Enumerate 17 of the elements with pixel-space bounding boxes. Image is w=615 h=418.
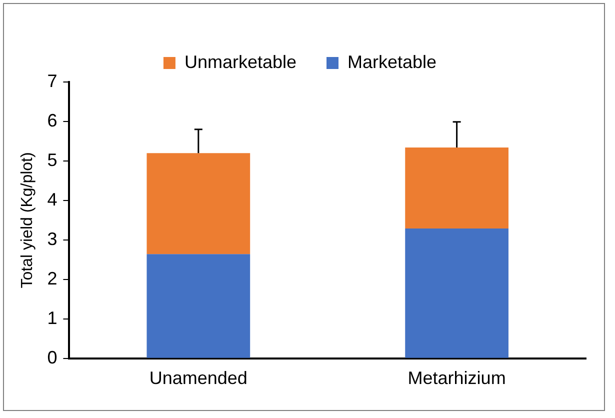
y-tick-label: 3: [47, 228, 58, 249]
y-tick-label: 7: [47, 70, 58, 91]
x-tick-label: Unamended: [149, 368, 248, 388]
x-tick-label: Metarhizium: [408, 368, 506, 388]
legend-label: Unmarketable: [184, 52, 297, 72]
y-tick-label: 0: [47, 347, 58, 368]
bar: [405, 148, 508, 228]
y-tick-label: 6: [47, 110, 58, 130]
y-tick-label: 2: [47, 268, 58, 288]
bar: [405, 228, 508, 358]
bar: [146, 153, 250, 254]
legend-label: Marketable: [348, 52, 437, 72]
y-tick-label: 1: [47, 308, 58, 328]
y-tick-label: 4: [47, 189, 58, 210]
bar: [146, 254, 250, 358]
y-tick-label: 5: [47, 150, 58, 170]
y-axis-title: Total yield (Kg/plot): [19, 152, 36, 288]
